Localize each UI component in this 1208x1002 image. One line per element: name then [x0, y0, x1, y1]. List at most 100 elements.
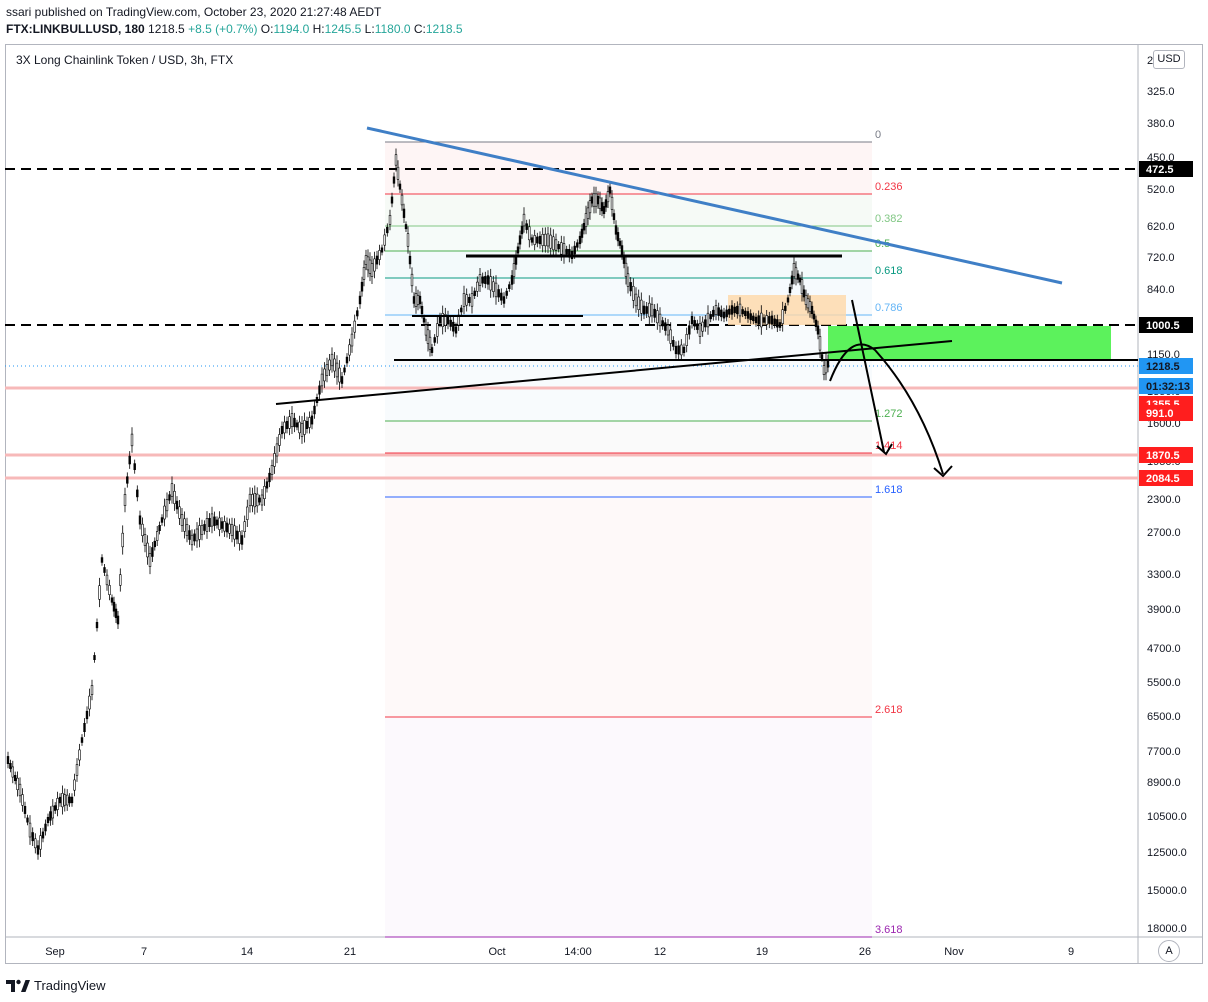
candle-body [251, 494, 254, 506]
candle-body [49, 811, 52, 821]
candle-body [573, 245, 576, 255]
candle-body [436, 323, 439, 337]
candle-body [188, 530, 191, 540]
candle-body [816, 325, 820, 335]
price-badge-bg [1139, 358, 1193, 374]
price-tick-label: 5500.0 [1147, 677, 1181, 689]
price-badge-label: 991.0 [1146, 408, 1174, 420]
candle-body [173, 490, 176, 504]
candle-body [604, 199, 608, 208]
candle-body [340, 376, 344, 384]
candle-body [373, 258, 376, 272]
candle-body [512, 263, 516, 277]
time-tick-label: 19 [756, 946, 768, 958]
candle-body [674, 345, 678, 355]
candle-body [328, 359, 331, 371]
price-badge: 2084.5 [1139, 470, 1193, 486]
candle-body [773, 318, 776, 325]
ascending-trendline [275, 340, 953, 405]
candle-body [693, 320, 696, 327]
candle-body [714, 305, 718, 315]
price-badge-bg [1139, 378, 1193, 394]
candle-body [525, 223, 528, 230]
candle-body [562, 243, 566, 257]
candle-body [308, 417, 311, 428]
time-tick-label: 26 [859, 946, 871, 958]
candle-body [653, 308, 656, 318]
candle-body [530, 237, 534, 243]
candle-body [592, 193, 596, 207]
candle-body [757, 315, 760, 325]
candle-body [75, 764, 79, 776]
time-tick-label: 14:00 [564, 946, 592, 958]
candle-body [688, 325, 691, 335]
candle-body [557, 244, 560, 250]
candle-body [549, 234, 552, 249]
price-tick-label: 6500.0 [1147, 711, 1181, 723]
candle-body [260, 494, 264, 506]
candle-body [156, 531, 159, 541]
auto-scale-button[interactable]: A [1158, 940, 1180, 962]
time-axis: Sep 7 14 21 Oct 14:00 12 19 26 Nov 9 [45, 946, 1074, 958]
time-tick-label: 21 [344, 946, 356, 958]
close-value: 1218.5 [425, 22, 463, 36]
chart-frame[interactable] [5, 44, 1203, 964]
candle-body [90, 685, 94, 696]
candle-body [353, 320, 356, 333]
candle-body [610, 196, 614, 210]
candle-body [53, 805, 57, 811]
candle-body [669, 329, 672, 344]
candle-body [348, 344, 351, 356]
candle-body [225, 522, 229, 533]
candle-body [426, 329, 430, 344]
candle-body [95, 621, 99, 629]
tradingview-logo[interactable]: TradingView [6, 975, 106, 995]
candlestick-series [6, 148, 830, 860]
candle-body [300, 423, 304, 437]
candle-body [130, 433, 134, 447]
time-tick-label: Oct [488, 946, 505, 958]
candle-body [728, 308, 731, 315]
candle-body [285, 420, 289, 429]
candle-body [696, 323, 699, 330]
fib-band [385, 497, 872, 717]
candle-body [634, 293, 638, 307]
candle-body [128, 455, 131, 465]
candle-body [362, 267, 366, 280]
candle-body [230, 523, 234, 536]
fib-band [385, 717, 872, 937]
price-badge-bg [1139, 447, 1193, 463]
price-badge-label: 01:32:13 [1146, 381, 1190, 393]
candle-body [484, 276, 487, 284]
candle-body [158, 524, 161, 531]
currency-button[interactable]: USD [1153, 50, 1185, 69]
candle-body [243, 521, 246, 533]
candle-body [36, 845, 40, 855]
candle-body [323, 368, 326, 382]
candle-body [58, 796, 62, 804]
candle-body [80, 737, 84, 743]
price-badge-label: 1870.5 [1146, 450, 1180, 462]
price-badge: 01:32:13 [1139, 378, 1193, 394]
candle-body [590, 196, 594, 204]
candle-body [608, 186, 612, 194]
candle-body [318, 385, 321, 395]
candle-body [305, 420, 309, 429]
candle-body [824, 360, 828, 374]
candle-body [78, 749, 81, 761]
candle-body [680, 344, 683, 356]
candle-body [310, 415, 314, 425]
candle-body [749, 313, 752, 321]
candle-body [428, 336, 432, 350]
candle-body [193, 533, 196, 542]
candle-body [235, 530, 239, 540]
price-tick-label: 2 [1147, 55, 1153, 67]
candle-body [103, 567, 106, 573]
candle-body [388, 215, 392, 225]
candle-body [88, 695, 91, 710]
close-label: C: [413, 22, 426, 36]
candle-body [406, 233, 410, 247]
candle-body [165, 498, 169, 512]
candle-body [500, 292, 503, 301]
